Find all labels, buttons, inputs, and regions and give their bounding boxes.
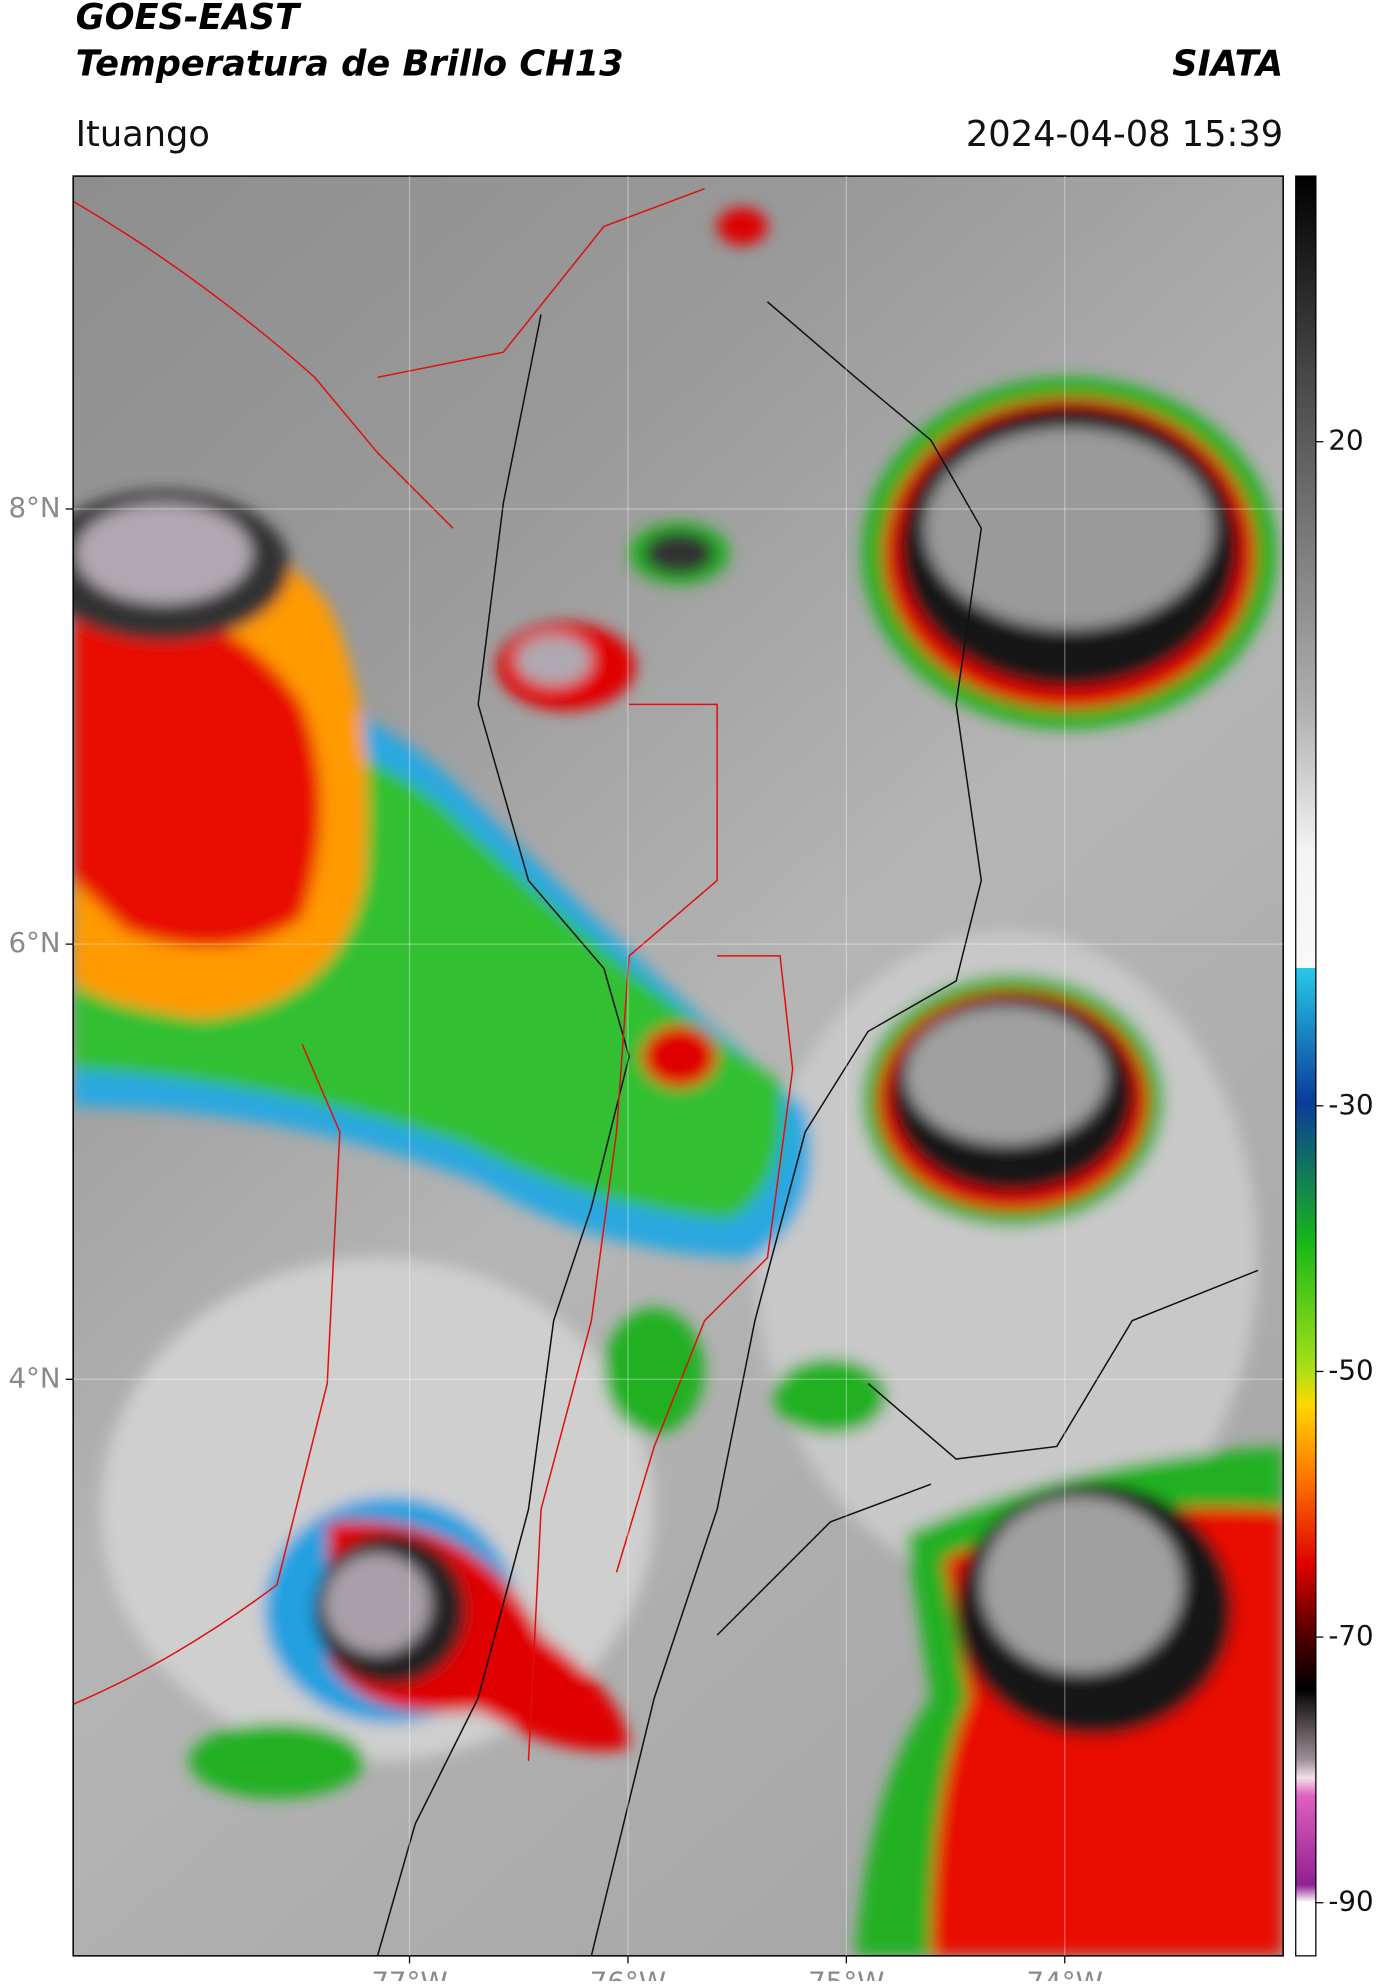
colorbar-tick-label: -90 (1328, 1885, 1373, 1918)
colorbar-tick-label: -30 (1328, 1088, 1373, 1121)
x-tick-label: 76°W (590, 1966, 666, 1981)
x-tick-label: 77°W (371, 1966, 447, 1981)
colorbar (1295, 175, 1317, 1957)
y-tick-label: 6°N (8, 926, 60, 959)
y-tick-label: 4°N (8, 1361, 60, 1394)
colorbar-tick-label: -70 (1328, 1619, 1373, 1652)
source: SIATA (1172, 43, 1283, 84)
title: GOES-EAST (76, 0, 302, 38)
colorbar-tick-label: 20 (1328, 424, 1363, 457)
x-tick-label: 75°W (808, 1966, 884, 1981)
location: Ituango (76, 114, 210, 155)
colorbar-tick-label: -50 (1328, 1353, 1373, 1386)
map-frame (72, 175, 1284, 1957)
y-tick-label: 8°N (8, 491, 60, 524)
timestamp: 2024-04-08 15:39 (966, 114, 1283, 155)
subtitle: Temperatura de Brillo CH13 (76, 43, 624, 84)
satellite-image (73, 176, 1284, 1956)
x-tick-label: 74°W (1027, 1966, 1103, 1981)
